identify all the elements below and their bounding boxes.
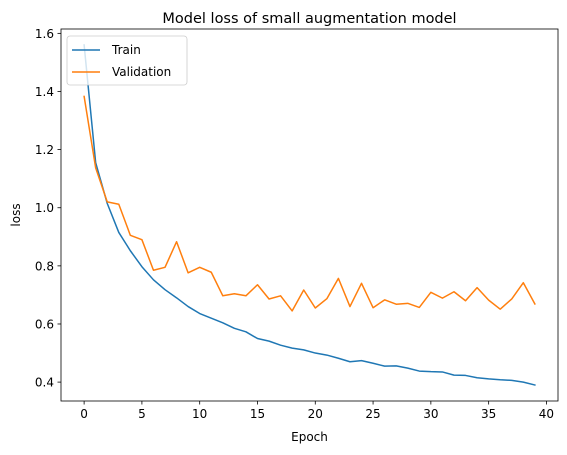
y-tick-label: 1.0 — [35, 201, 54, 215]
y-tick-label: 0.8 — [35, 259, 54, 273]
series-line-validation — [83, 95, 536, 312]
legend-label-validation: Validation — [112, 65, 171, 79]
x-tick-label: 10 — [192, 407, 207, 421]
x-tick-label: 0 — [80, 407, 88, 421]
plot-lines — [83, 44, 536, 386]
y-axis-ticks: 0.4 0.6 0.8 1.0 1.2 1.4 1.6 — [35, 27, 61, 390]
x-tick-label: 20 — [308, 407, 323, 421]
legend: Train Validation — [66, 35, 188, 86]
x-tick-label: 40 — [539, 407, 554, 421]
x-tick-label: 25 — [365, 407, 380, 421]
x-axis-ticks: 0 5 10 15 20 25 30 35 40 — [80, 401, 554, 421]
y-tick-label: 1.6 — [35, 27, 54, 41]
chart-title: Model loss of small augmentation model — [162, 11, 456, 27]
series-line-train — [83, 44, 536, 386]
x-tick-label: 35 — [481, 407, 496, 421]
x-tick-label: 5 — [138, 407, 146, 421]
y-tick-label: 1.2 — [35, 143, 54, 157]
y-tick-label: 1.4 — [35, 85, 54, 99]
y-tick-label: 0.4 — [35, 376, 54, 390]
y-axis-label: loss — [9, 203, 23, 226]
plot-frame — [60, 28, 559, 402]
y-tick-label: 0.6 — [35, 317, 54, 331]
legend-label-train: Train — [111, 43, 141, 57]
x-tick-label: 15 — [250, 407, 265, 421]
x-axis-label: Epoch — [291, 430, 328, 444]
x-tick-label: 30 — [423, 407, 438, 421]
